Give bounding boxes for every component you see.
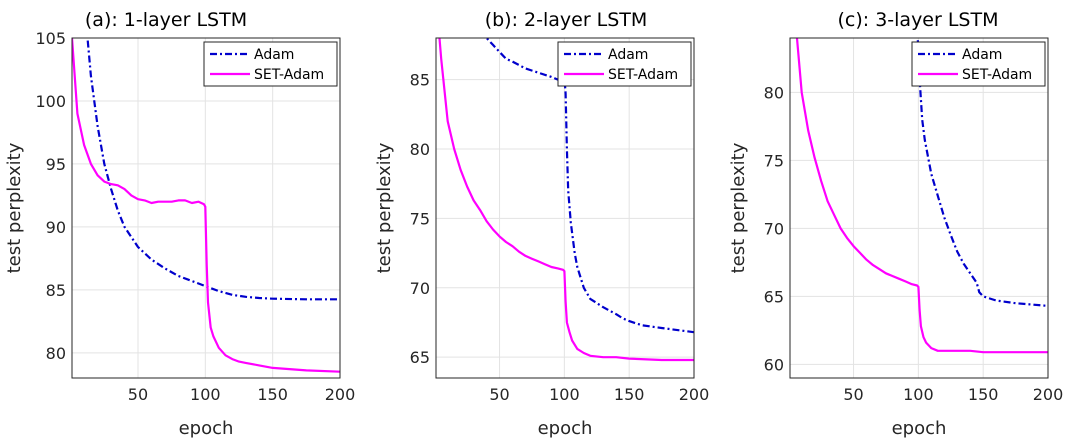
y-tick-label: 75 <box>764 151 784 170</box>
panel-a: (a): 1-layer LSTM 50 100 150 200 80 85 90 95 100… <box>4 9 355 439</box>
y-tick-label: 80 <box>46 344 66 363</box>
y-axis-label: test perplexity <box>728 142 749 273</box>
panel-c: (c): 3-layer LSTM 50 100 150 2006065707580 … <box>728 9 1064 439</box>
y-tick-label: 105 <box>35 29 66 48</box>
series-lines <box>72 38 340 373</box>
x-axis-label: epoch <box>892 418 947 439</box>
series-line-adam <box>485 38 694 334</box>
panel-title: (b): 2-layer LSTM <box>485 9 648 31</box>
legend: Adam SET-Adam <box>557 41 692 87</box>
plot-frame <box>789 37 1049 379</box>
plot-area <box>436 38 694 378</box>
y-tick-label: 100 <box>35 92 66 111</box>
series-line-set-adam <box>72 38 340 373</box>
legend-box <box>203 41 338 87</box>
x-tick-label: 100 <box>190 385 221 404</box>
x-tick-label: 50 <box>128 385 148 404</box>
plot-area <box>790 38 1048 378</box>
x-tick-label: 100 <box>549 385 580 404</box>
series-line-adam <box>916 38 1048 307</box>
legend-label: Adam <box>962 47 1002 63</box>
legend: Adam SET-Adam <box>911 41 1046 87</box>
legend-label: Adam <box>608 47 648 63</box>
series-lines <box>438 38 694 362</box>
x-tick-label: 150 <box>257 385 288 404</box>
legend: Adam SET-Adam <box>203 41 338 87</box>
plot-frame <box>71 37 341 379</box>
panel-title: (c): 3-layer LSTM <box>837 9 998 31</box>
legend-label: Adam <box>254 47 294 63</box>
series-line-set-adam <box>438 38 694 362</box>
panel-title: (a): 1-layer LSTM <box>85 9 247 31</box>
y-tick-label: 75 <box>410 209 430 228</box>
y-axis-label: test perplexity <box>374 142 395 273</box>
y-tick-label: 80 <box>764 83 784 102</box>
legend-label: SET-Adam <box>962 67 1032 83</box>
tick-labels: 50 100 150 200 60 65 70 75 80 <box>764 83 1064 404</box>
x-tick-label: 200 <box>679 385 710 404</box>
x-tick-label: 200 <box>1033 385 1064 404</box>
y-tick-label: 85 <box>46 281 66 300</box>
y-tick-label: 85 <box>410 71 430 90</box>
x-tick-label: 50 <box>843 385 863 404</box>
y-tick-label: 95 <box>46 155 66 174</box>
series-line-adam <box>86 38 340 301</box>
legend-box <box>557 41 692 87</box>
y-tick-label: 70 <box>410 279 430 298</box>
plot-frame <box>435 37 695 379</box>
y-tick-label: 60 <box>764 355 784 374</box>
x-tick-label: 150 <box>614 385 645 404</box>
x-tick-label: 50 <box>489 385 509 404</box>
series-line-set-adam <box>795 38 1048 354</box>
x-tick-label: 100 <box>903 385 934 404</box>
y-tick-label: 65 <box>764 287 784 306</box>
series-lines <box>795 38 1048 354</box>
tick-labels: 50 100 150 200 65 70 75 80 85 <box>410 71 710 404</box>
x-axis-label: epoch <box>538 418 593 439</box>
x-tick-label: 200 <box>325 385 356 404</box>
panel-b: (b): 2-layer LSTM 50 100 150 2006570758085 … <box>374 9 710 439</box>
y-axis-label: test perplexity <box>4 142 25 273</box>
legend-label: SET-Adam <box>608 67 678 83</box>
y-tick-label: 65 <box>410 348 430 367</box>
y-tick-label: 90 <box>46 218 66 237</box>
x-tick-label: 150 <box>968 385 999 404</box>
x-axis-label: epoch <box>179 418 234 439</box>
legend-label: SET-Adam <box>254 67 324 83</box>
y-tick-label: 70 <box>764 219 784 238</box>
y-tick-label: 80 <box>410 140 430 159</box>
tick-labels: 50 100 150 200 80 85 90 95 100 105 <box>35 29 355 404</box>
legend-box <box>911 41 1046 87</box>
